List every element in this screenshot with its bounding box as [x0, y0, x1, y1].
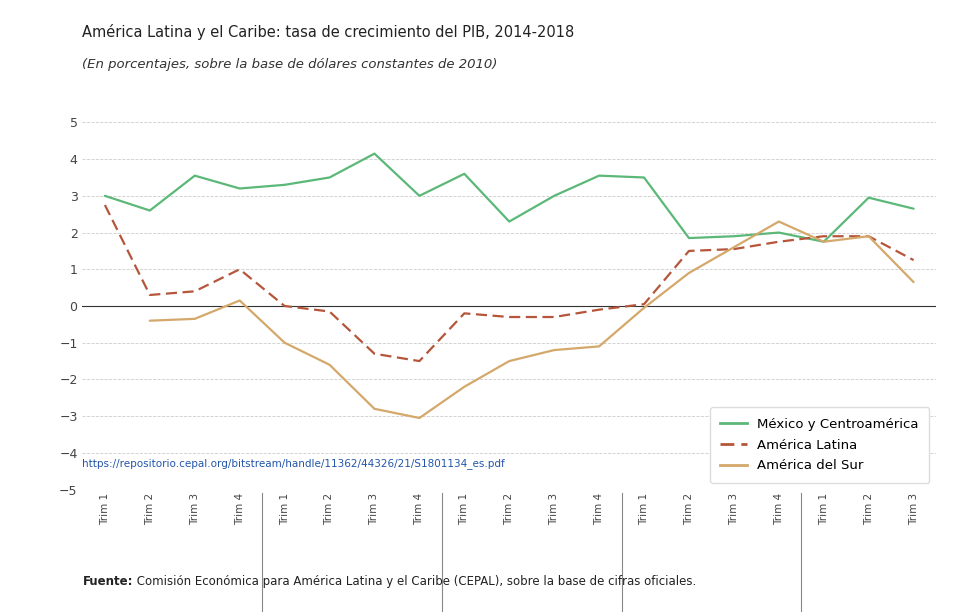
Text: https://repositorio.cepal.org/bitstream/handle/11362/44326/21/S1801134_es.pdf: https://repositorio.cepal.org/bitstream/… [82, 458, 505, 469]
Text: (En porcentajes, sobre la base de dólares constantes de 2010): (En porcentajes, sobre la base de dólare… [82, 58, 497, 71]
Text: Fuente:: Fuente: [82, 575, 133, 588]
Text: Comisión Económica para América Latina y el Caribe (CEPAL), sobre la base de cif: Comisión Económica para América Latina y… [133, 575, 696, 588]
Legend: México y Centroamérica, América Latina, América del Sur: México y Centroamérica, América Latina, … [709, 407, 928, 483]
Text: América Latina y el Caribe: tasa de crecimiento del PIB, 2014-2018: América Latina y el Caribe: tasa de crec… [82, 24, 574, 40]
